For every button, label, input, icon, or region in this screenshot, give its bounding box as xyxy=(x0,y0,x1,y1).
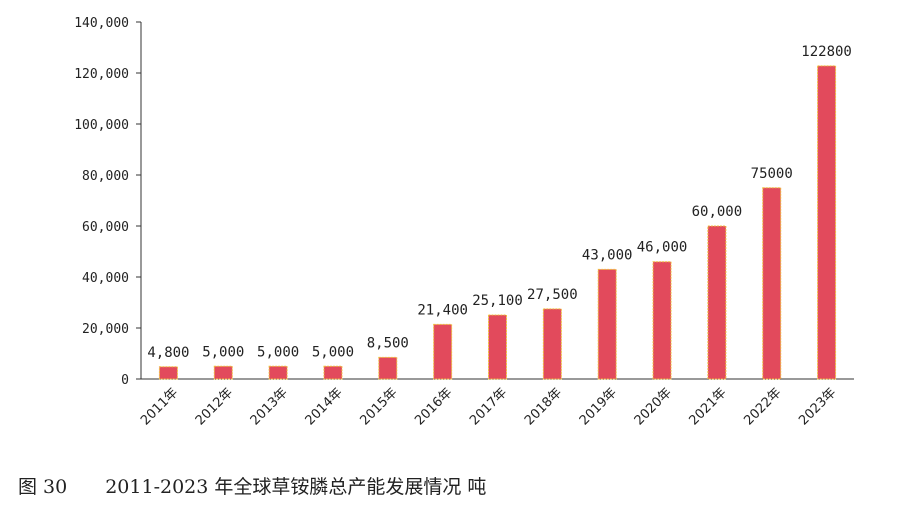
bar xyxy=(323,365,343,380)
data-label: 46,000 xyxy=(637,240,688,256)
x-tick-label: 2021年 xyxy=(687,385,730,428)
x-tick-label: 2020年 xyxy=(632,385,675,428)
bar xyxy=(652,261,672,380)
data-label: 25,100 xyxy=(472,293,523,309)
x-tick-label: 2022年 xyxy=(741,385,784,428)
y-tick-label: 120,000 xyxy=(74,67,129,82)
y-tick-label: 20,000 xyxy=(82,322,129,337)
y-tick-label: 100,000 xyxy=(74,118,129,133)
data-label: 122800 xyxy=(801,44,852,60)
x-tick-label: 2013年 xyxy=(248,385,291,428)
y-tick-label: 60,000 xyxy=(82,220,129,235)
y-tick-label: 0 xyxy=(121,373,129,388)
figure-caption: 图 30 2011-2023 年全球草铵膦总产能发展情况 吨 xyxy=(18,472,486,499)
data-label: 5,000 xyxy=(312,344,354,360)
bar-chart: 0 20,000 40,000 60,000 80,000 100,000 120,000 1… xyxy=(74,16,854,428)
x-tick-label: 2018年 xyxy=(522,385,565,428)
bar xyxy=(268,365,288,380)
y-tick-label: 140,000 xyxy=(74,16,129,31)
bar xyxy=(488,314,507,380)
bar xyxy=(433,323,453,380)
data-label: 8,500 xyxy=(367,335,409,351)
bar xyxy=(597,268,617,380)
bar xyxy=(158,366,178,380)
data-label: 5,000 xyxy=(202,344,244,360)
bar xyxy=(378,356,398,380)
bar xyxy=(542,308,562,380)
x-tick-label: 2017年 xyxy=(467,385,510,428)
bar xyxy=(213,365,233,380)
y-tick-label: 40,000 xyxy=(82,271,129,286)
bar xyxy=(707,225,727,380)
x-tick-label: 2014年 xyxy=(303,385,346,428)
figure-number: 图 30 xyxy=(18,476,68,498)
data-label: 75000 xyxy=(751,166,793,182)
x-tick-label: 2015年 xyxy=(357,385,400,428)
x-tick-label: 2012年 xyxy=(193,385,236,428)
data-label: 5,000 xyxy=(257,344,299,360)
data-label: 60,000 xyxy=(692,204,743,220)
y-tick-label: 80,000 xyxy=(82,169,129,184)
data-label: 4,800 xyxy=(147,345,189,361)
x-tick-label: 2019年 xyxy=(577,385,620,428)
x-tick-label: 2023年 xyxy=(796,385,839,428)
figure-title: 2011-2023 年全球草铵膦总产能发展情况 吨 xyxy=(105,476,487,498)
bar xyxy=(817,65,837,380)
x-tick-label: 2011年 xyxy=(138,385,181,428)
data-label: 21,400 xyxy=(417,302,468,318)
data-label: 43,000 xyxy=(582,247,633,263)
data-label: 27,500 xyxy=(527,287,578,303)
bar xyxy=(762,187,782,380)
x-tick-label: 2016年 xyxy=(412,385,455,428)
